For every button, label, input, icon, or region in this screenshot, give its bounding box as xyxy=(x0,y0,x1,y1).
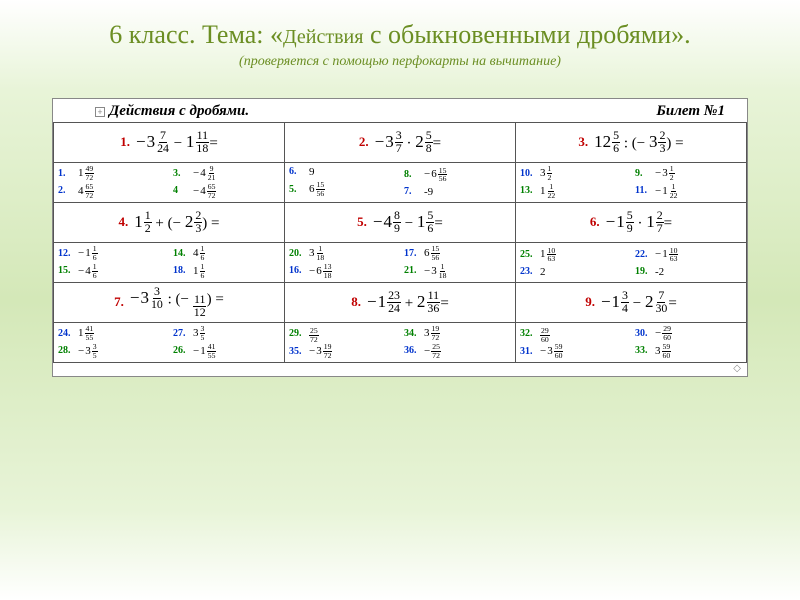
answer: 34. 31972 xyxy=(404,325,511,341)
answer: 22. −11063 xyxy=(635,247,742,263)
answer: 5. 61556 xyxy=(289,181,396,197)
expand-icon: + xyxy=(95,107,105,117)
answer: 17. 61556 xyxy=(404,245,511,261)
answer: 26. −14155 xyxy=(173,343,280,359)
problem: 5. − 489 − 156= xyxy=(285,210,515,235)
answer: 28. −335 xyxy=(58,343,165,359)
answer: 30. −2960 xyxy=(635,325,742,341)
answer: 32. 2960 xyxy=(520,325,627,343)
answer: 16. −61318 xyxy=(289,263,396,279)
problem: 8. − 12324 + 21136= xyxy=(285,290,515,315)
page-subtitle: (проверяется с помощью перфокарты на выч… xyxy=(0,54,800,70)
answer: 6. 9 xyxy=(289,167,396,178)
answers-cell: 1. 14972 2. 46572 3. −4921 4 −46572 xyxy=(54,163,284,202)
problem: 9. − 134 − 2730= xyxy=(516,290,746,315)
problem: 7. − 3310 : (− 1112) = xyxy=(54,286,284,319)
answer: 29. 2572 xyxy=(289,325,396,343)
answer: 7. -9 xyxy=(404,187,511,198)
answer: 36. −2572 xyxy=(404,343,511,359)
page-title: 6 класс. Тема: «Действия с обыкновенными… xyxy=(0,0,800,52)
answers-cell: 12. −116 15. −416 14. 416 18. 116 xyxy=(54,243,284,282)
answers-cell: 32. 2960 31. −35960 30. −2960 33. 35960 xyxy=(516,323,746,362)
answers-cell: 29. 2572 35. −31972 34. 31972 36. −2572 xyxy=(285,323,515,362)
answer: 18. 116 xyxy=(173,263,280,279)
answer: 8. −61556 xyxy=(404,167,511,183)
problems-table: 1. − 3724 − 11118= 2. − 337 · 258= 3. 12… xyxy=(53,122,747,363)
answer: 11. −1122 xyxy=(635,183,742,199)
answer: 33. 35960 xyxy=(635,343,742,359)
answer: 21. −3118 xyxy=(404,263,511,279)
answer: 19. -2 xyxy=(635,267,742,278)
end-marker-icon: ◇ xyxy=(53,363,747,376)
answer: 13. 1122 xyxy=(520,183,627,199)
worksheet-card: +Действия с дробями. Билет №1 1. − 3724 … xyxy=(52,98,748,377)
answer: 23. 2 xyxy=(520,267,627,278)
answers-cell: 25. 11063 23. 2 22. −11063 19. -2 xyxy=(516,243,746,282)
answer: 25. 11063 xyxy=(520,247,627,263)
answer: 27. 335 xyxy=(173,325,280,341)
problem: 3. 1256 : (− 323) = xyxy=(516,130,746,155)
answer: 3. −4921 xyxy=(173,165,280,181)
problem: 1. − 3724 − 11118= xyxy=(54,130,284,155)
answer: 31. −35960 xyxy=(520,343,627,359)
problem: 6. − 159 · 127= xyxy=(516,210,746,235)
answer: 20. 3118 xyxy=(289,245,396,261)
answer: 12. −116 xyxy=(58,245,165,261)
answers-cell: 6. 9 5. 61556 8. −61556 7. -9 xyxy=(285,163,515,202)
answer: 24. 14155 xyxy=(58,325,165,341)
answer: 1. 14972 xyxy=(58,165,165,181)
answer: 9. −312 xyxy=(635,165,742,181)
card-header: +Действия с дробями. Билет №1 xyxy=(53,99,747,122)
answer: 10. 312 xyxy=(520,165,627,181)
answers-cell: 24. 14155 28. −335 27. 335 26. −14155 xyxy=(54,323,284,362)
problem: 2. − 337 · 258= xyxy=(285,130,515,155)
answer: 4 −46572 xyxy=(173,183,280,199)
answer: 2. 46572 xyxy=(58,183,165,199)
problem: 4. 112 + (− 223) = xyxy=(54,210,284,235)
answer: 35. −31972 xyxy=(289,343,396,359)
answer: 14. 416 xyxy=(173,245,280,261)
answers-cell: 10. 312 13. 1122 9. −312 11. −1122 xyxy=(516,163,746,202)
answers-cell: 20. 3118 16. −61318 17. 61556 21. −3118 xyxy=(285,243,515,282)
answer: 15. −416 xyxy=(58,263,165,279)
